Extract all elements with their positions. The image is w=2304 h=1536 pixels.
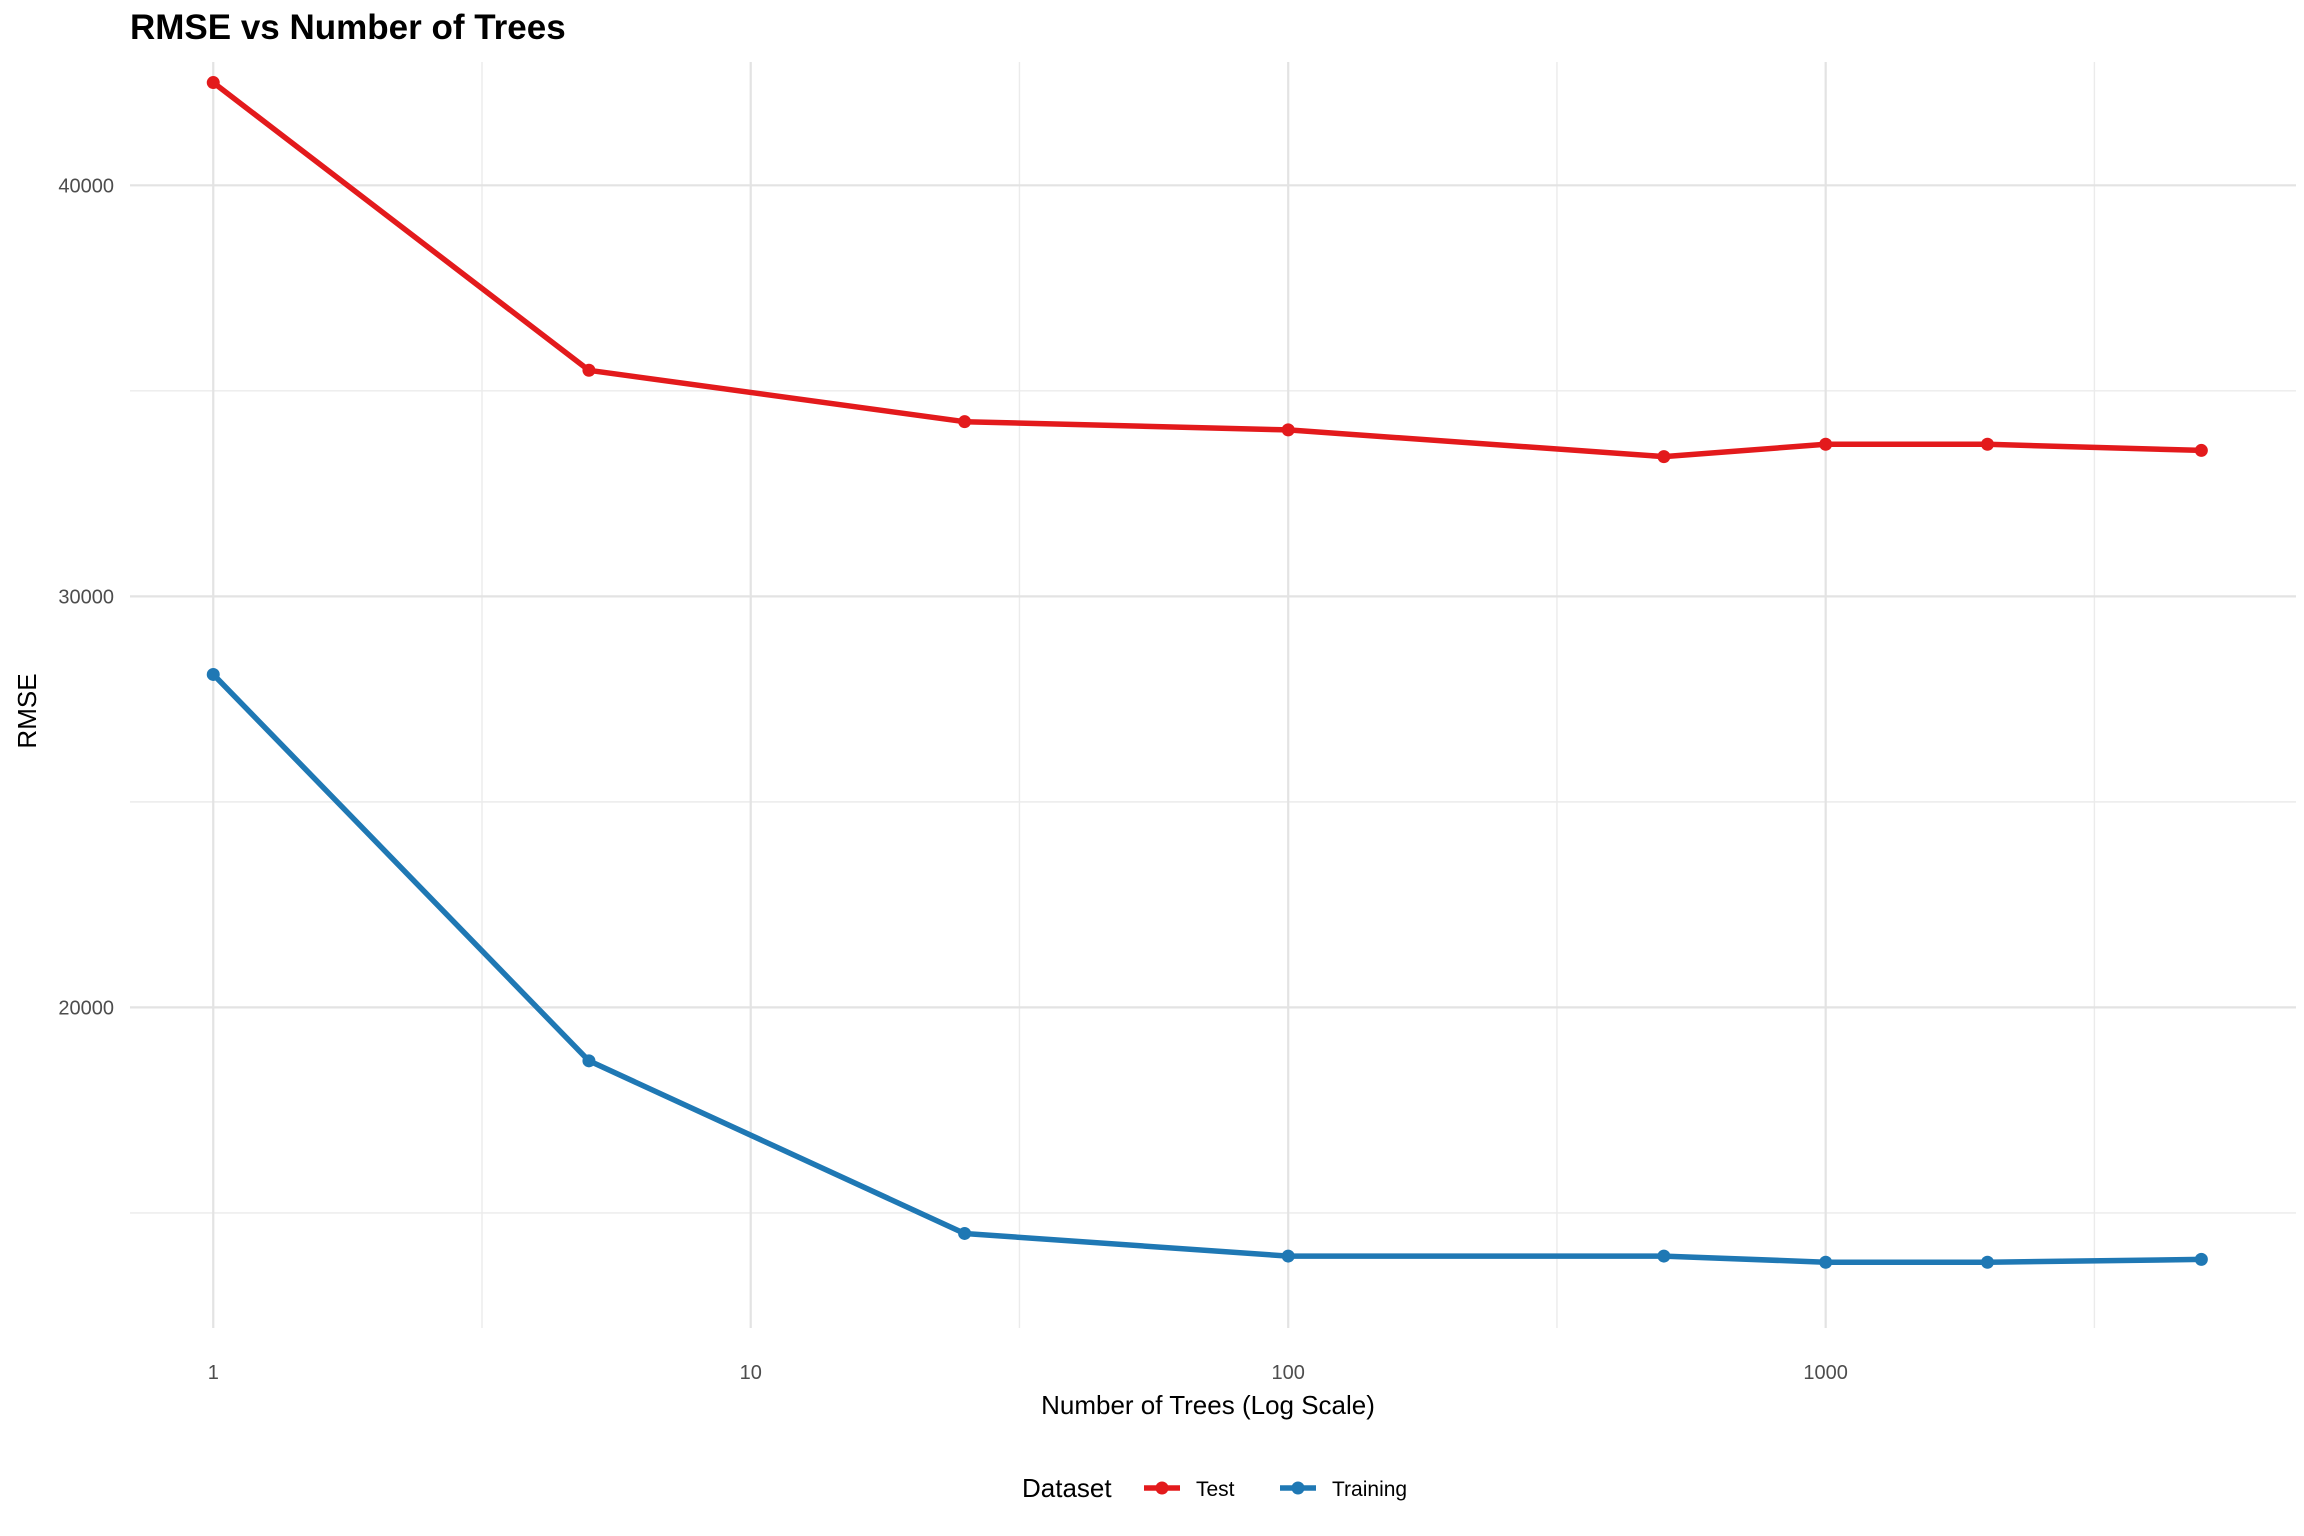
x-tick-label: 1 bbox=[208, 1362, 219, 1384]
x-axis-title: Number of Trees (Log Scale) bbox=[1041, 1390, 1375, 1420]
y-tick-label: 30000 bbox=[58, 586, 114, 608]
series-test bbox=[206, 76, 2208, 464]
x-tick-label: 10 bbox=[740, 1362, 762, 1384]
training-point bbox=[206, 667, 220, 681]
legend: Dataset Test Training bbox=[1022, 1473, 1407, 1503]
y-tick-label: 40000 bbox=[58, 175, 114, 197]
test-legend-point bbox=[1155, 1481, 1169, 1495]
training-point bbox=[2194, 1252, 2208, 1266]
test-point bbox=[2194, 443, 2208, 457]
test-point bbox=[206, 76, 220, 90]
test-point bbox=[1819, 437, 1833, 451]
axis-ticks: 1 10 100 1000 20000 30000 40000 bbox=[58, 175, 1848, 1384]
training-point bbox=[1980, 1255, 1994, 1269]
training-point bbox=[582, 1054, 596, 1068]
training-line bbox=[210, 671, 2205, 1265]
test-legend-label: Test bbox=[1196, 1478, 1235, 1501]
y-tick-label: 20000 bbox=[58, 997, 114, 1019]
training-point bbox=[958, 1226, 972, 1240]
test-line bbox=[210, 79, 2205, 460]
x-tick-label: 100 bbox=[1272, 1362, 1305, 1384]
training-legend-point bbox=[1291, 1481, 1305, 1495]
test-point bbox=[582, 363, 596, 377]
chart-title: RMSE vs Number of Trees bbox=[130, 8, 566, 47]
test-point bbox=[1281, 423, 1295, 437]
legend-item-training: Training bbox=[1280, 1478, 1407, 1501]
test-point bbox=[958, 415, 972, 429]
test-point bbox=[1980, 437, 1994, 451]
training-point bbox=[1819, 1255, 1833, 1269]
legend-title: Dataset bbox=[1022, 1473, 1112, 1503]
training-point bbox=[1281, 1249, 1295, 1263]
series-training bbox=[206, 667, 2208, 1269]
test-point bbox=[1657, 450, 1671, 464]
y-axis-title: RMSE bbox=[12, 673, 42, 748]
x-tick-label: 1000 bbox=[1803, 1362, 1848, 1384]
series bbox=[206, 76, 2208, 1269]
training-legend-label: Training bbox=[1332, 1478, 1407, 1501]
grid bbox=[130, 62, 2296, 1328]
training-point bbox=[1657, 1249, 1671, 1263]
legend-item-test: Test bbox=[1144, 1478, 1235, 1501]
